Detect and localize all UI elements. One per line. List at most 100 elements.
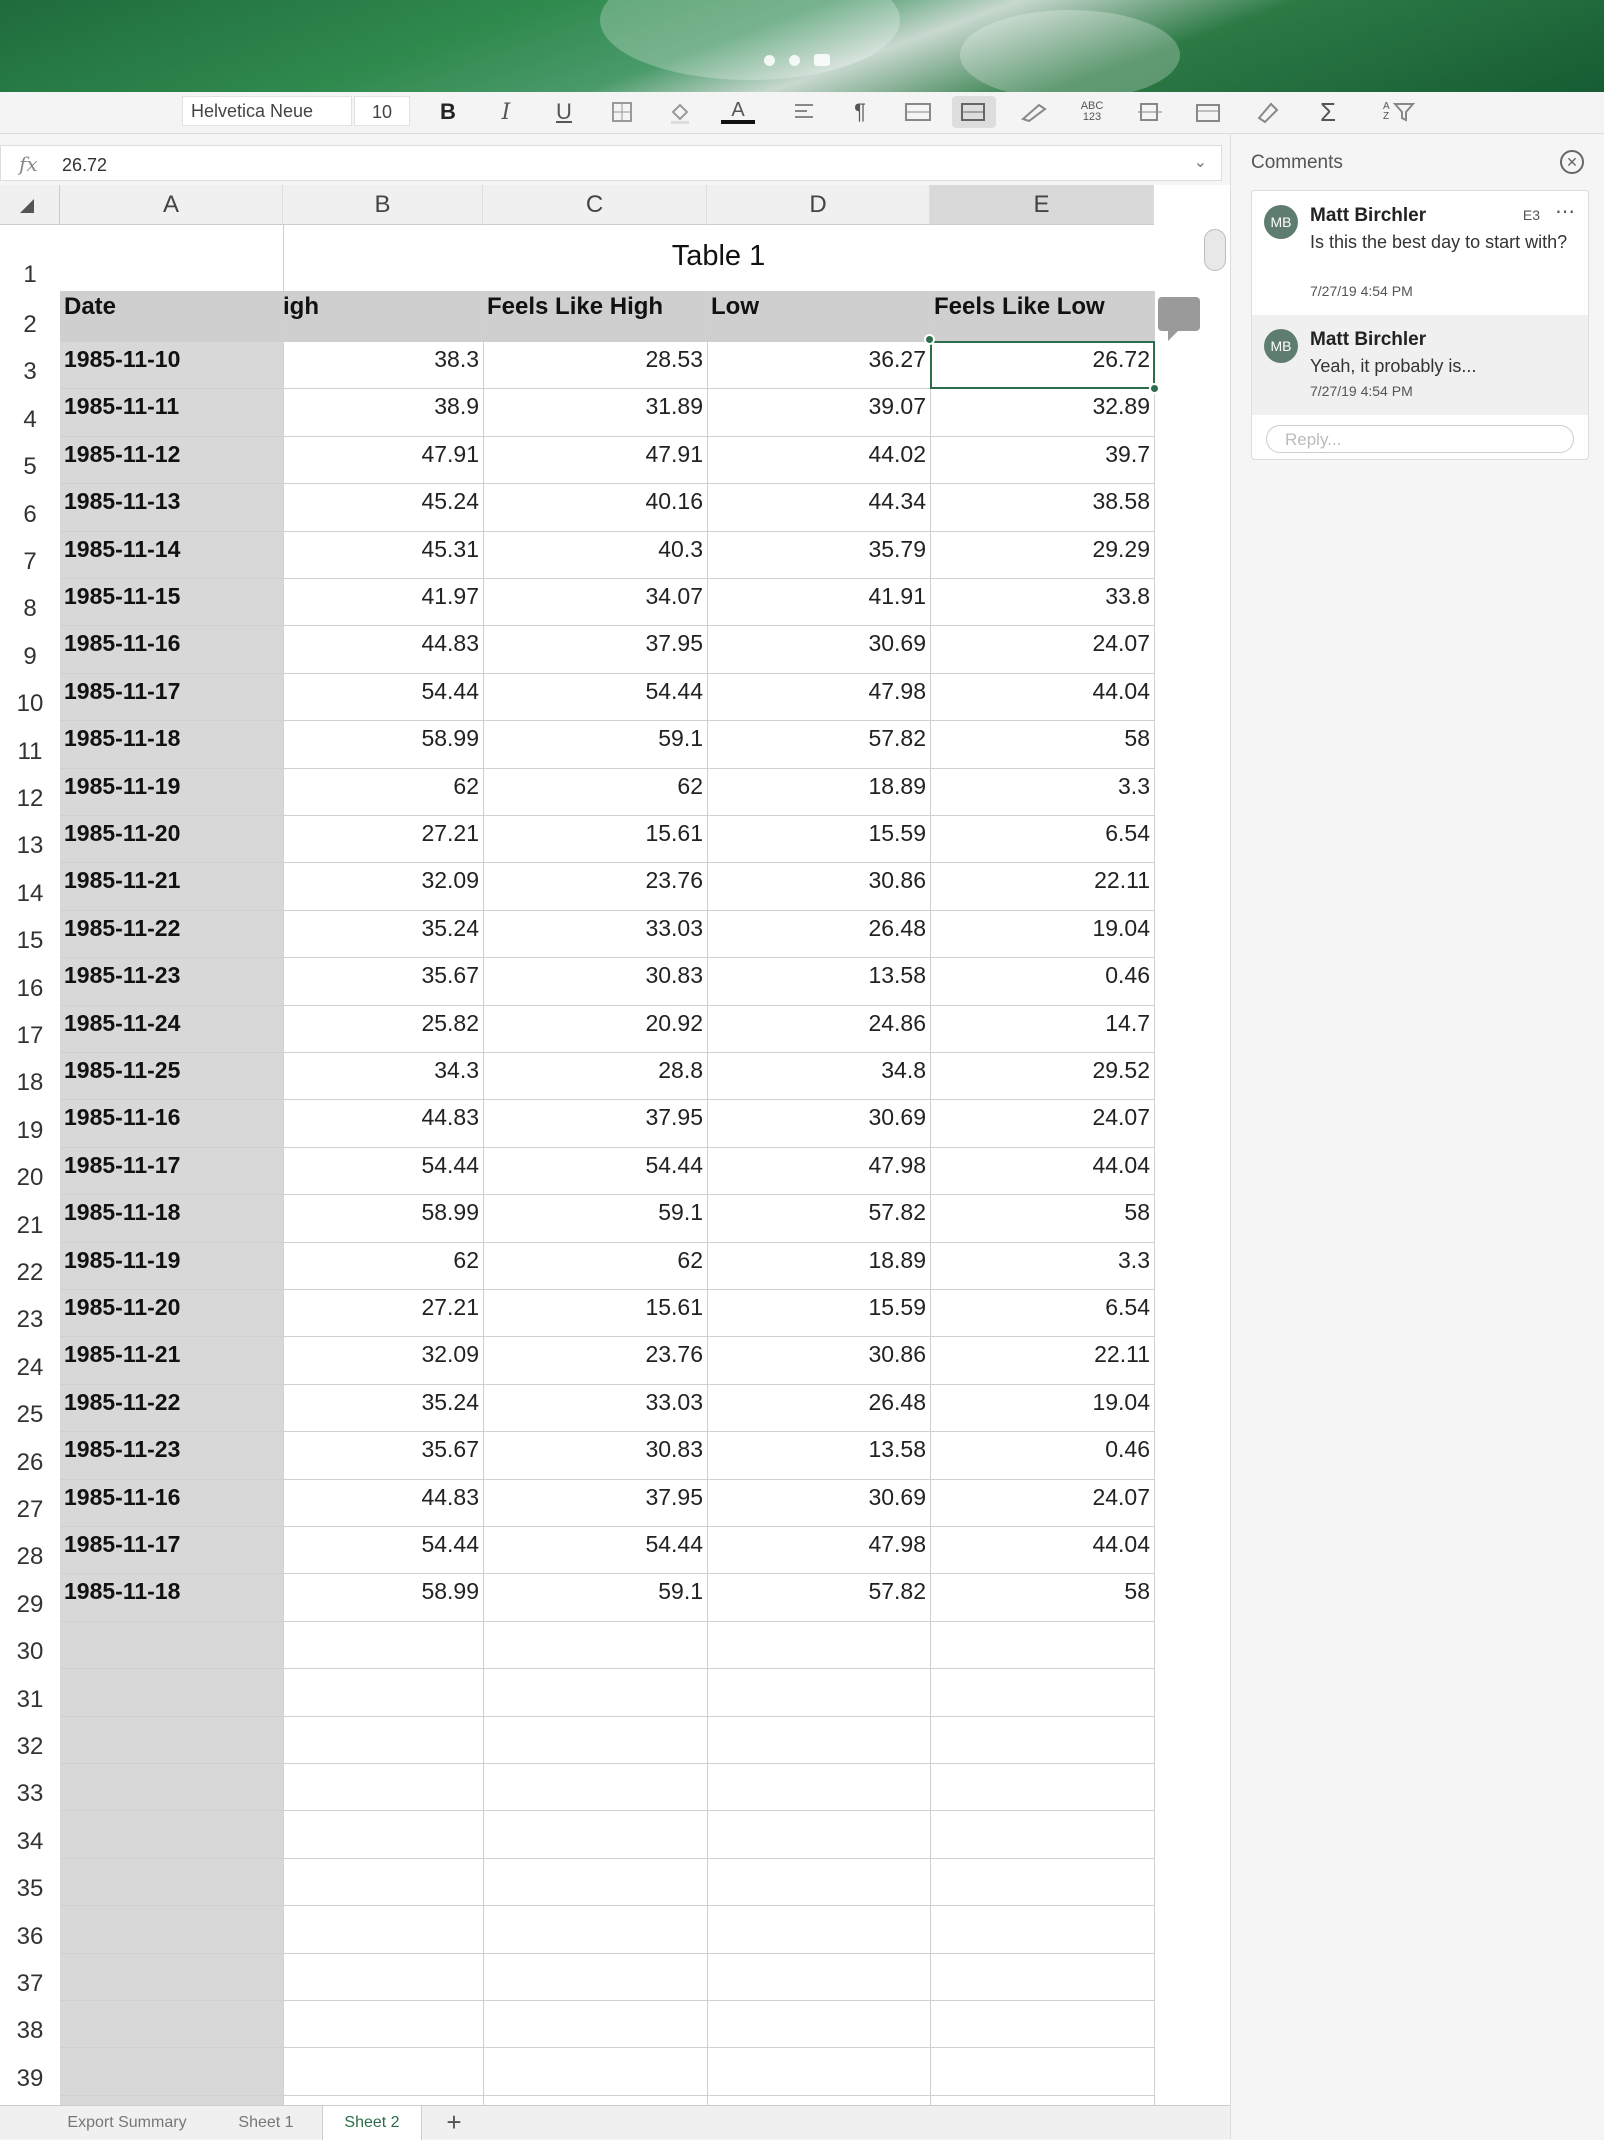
value-cell[interactable]: 24.86 bbox=[868, 1009, 926, 1036]
clear-button[interactable] bbox=[1244, 96, 1288, 128]
tab-sheet-1[interactable]: Sheet 1 bbox=[238, 2114, 294, 2131]
row-number[interactable]: 4 bbox=[23, 405, 37, 433]
value-cell[interactable]: 44.83 bbox=[421, 630, 479, 657]
date-cell[interactable]: 1985-11-19 bbox=[64, 1246, 181, 1273]
formula-value[interactable]: 26.72 bbox=[62, 155, 108, 175]
date-cell[interactable]: 1985-11-16 bbox=[64, 1104, 181, 1131]
value-cell[interactable]: 44.83 bbox=[421, 1483, 479, 1510]
value-cell[interactable]: 25.82 bbox=[421, 1009, 479, 1036]
font-size-field[interactable]: 10 bbox=[354, 96, 410, 126]
date-cell[interactable]: 1985-11-11 bbox=[64, 393, 180, 420]
value-cell[interactable]: 62 bbox=[677, 772, 703, 799]
value-cell[interactable]: 14.7 bbox=[1105, 1009, 1150, 1036]
value-cell[interactable]: 24.07 bbox=[1092, 1104, 1150, 1131]
fill-color-button[interactable] bbox=[658, 96, 702, 128]
date-cell[interactable]: 1985-11-17 bbox=[64, 1151, 181, 1178]
row-number[interactable]: 24 bbox=[16, 1353, 44, 1381]
value-cell[interactable]: 47.98 bbox=[868, 1151, 926, 1178]
row-number[interactable]: 35 bbox=[16, 1875, 44, 1903]
row-number[interactable]: 7 bbox=[23, 548, 37, 575]
value-cell[interactable]: 62 bbox=[453, 1246, 479, 1273]
value-cell[interactable]: 3.3 bbox=[1118, 772, 1150, 799]
value-cell[interactable]: 34.3 bbox=[434, 1057, 479, 1083]
value-cell[interactable]: 37.95 bbox=[645, 630, 703, 657]
borders-button[interactable] bbox=[600, 96, 644, 128]
merge-cells-button[interactable] bbox=[1186, 96, 1230, 128]
value-cell[interactable]: 23.76 bbox=[645, 867, 703, 894]
value-cell[interactable]: 26.48 bbox=[868, 1388, 926, 1415]
align-button[interactable] bbox=[782, 96, 826, 128]
value-cell[interactable]: 34.07 bbox=[645, 583, 703, 609]
row-number[interactable]: 8 bbox=[23, 595, 37, 623]
value-cell[interactable]: 26.48 bbox=[868, 914, 926, 941]
row-number[interactable]: 12 bbox=[16, 785, 44, 812]
value-cell[interactable]: 40.3 bbox=[658, 535, 703, 562]
row-number[interactable]: 18 bbox=[16, 1069, 44, 1097]
date-cell[interactable]: 1985-11-22 bbox=[64, 1388, 181, 1415]
comment-item[interactable]: MB Matt Birchler E3 ⋯ Is this the best d… bbox=[1252, 191, 1588, 313]
value-cell[interactable]: 15.61 bbox=[645, 820, 703, 846]
value-cell[interactable]: 6.54 bbox=[1105, 1294, 1150, 1320]
column-header-b[interactable]: B bbox=[283, 185, 483, 225]
row-number[interactable]: 13 bbox=[16, 832, 44, 860]
number-format-button[interactable]: ABC 123 bbox=[1080, 100, 1104, 123]
value-cell[interactable]: 30.86 bbox=[868, 867, 926, 894]
row-number[interactable]: 25 bbox=[16, 1401, 44, 1429]
value-cell[interactable]: 54.44 bbox=[421, 677, 479, 704]
row-number[interactable]: 34 bbox=[16, 1827, 44, 1855]
tab-sheet-2[interactable]: Sheet 2 bbox=[322, 2106, 422, 2140]
date-cell[interactable]: 1985-11-22 bbox=[64, 914, 181, 941]
value-cell[interactable]: 62 bbox=[677, 1246, 703, 1273]
value-cell[interactable]: 33.03 bbox=[645, 1388, 703, 1415]
row-number[interactable]: 27 bbox=[16, 1496, 44, 1523]
row-number[interactable]: 31 bbox=[16, 1685, 44, 1713]
value-cell[interactable]: 58.99 bbox=[421, 1578, 479, 1605]
value-cell[interactable]: 44.02 bbox=[868, 440, 926, 467]
value-cell[interactable]: 28.53 bbox=[645, 346, 703, 372]
value-cell[interactable]: 57.82 bbox=[868, 1199, 926, 1226]
value-cell[interactable]: 19.04 bbox=[1092, 1388, 1150, 1415]
row-number[interactable]: 33 bbox=[16, 1780, 44, 1808]
comment-item[interactable]: MB Matt Birchler Yeah, it probably is...… bbox=[1252, 315, 1588, 415]
value-cell[interactable]: 34.8 bbox=[881, 1057, 926, 1083]
value-cell[interactable]: 24.07 bbox=[1092, 630, 1150, 657]
value-cell[interactable]: 44.83 bbox=[421, 1104, 479, 1131]
date-cell[interactable]: 1985-11-16 bbox=[64, 630, 181, 657]
row-number[interactable]: 14 bbox=[16, 879, 44, 907]
value-cell[interactable]: 19.04 bbox=[1092, 914, 1150, 941]
row-number[interactable]: 23 bbox=[16, 1306, 44, 1334]
value-cell[interactable]: 30.86 bbox=[868, 1341, 926, 1368]
row-number[interactable]: 2 bbox=[23, 311, 37, 338]
value-cell[interactable]: 30.69 bbox=[868, 1483, 926, 1510]
value-cell[interactable]: 0.46 bbox=[1105, 1436, 1150, 1463]
value-cell[interactable]: 59.1 bbox=[658, 725, 703, 752]
row-number[interactable]: 20 bbox=[16, 1164, 44, 1192]
sort-filter-button[interactable]: A Z bbox=[1372, 96, 1426, 128]
row-number[interactable]: 22 bbox=[16, 1259, 44, 1286]
date-cell[interactable]: 1985-11-12 bbox=[64, 440, 181, 467]
row-number[interactable]: 26 bbox=[16, 1448, 44, 1476]
value-cell[interactable]: 23.76 bbox=[645, 1341, 703, 1368]
value-cell[interactable]: 38.58 bbox=[1092, 488, 1150, 515]
value-cell[interactable]: 62 bbox=[453, 772, 479, 799]
column-header-c[interactable]: C bbox=[483, 185, 707, 225]
value-cell[interactable]: 22.11 bbox=[1094, 1341, 1150, 1368]
row-number[interactable]: 39 bbox=[16, 2064, 44, 2092]
value-cell[interactable]: 41.97 bbox=[421, 583, 479, 609]
value-cell[interactable]: 27.21 bbox=[421, 820, 479, 846]
value-cell[interactable]: 47.91 bbox=[421, 440, 479, 467]
font-name-field[interactable]: Helvetica Neue bbox=[182, 96, 352, 126]
date-cell[interactable]: 1985-11-17 bbox=[64, 677, 181, 704]
row-number[interactable]: 37 bbox=[16, 1970, 44, 1997]
column-header-a[interactable]: A bbox=[60, 185, 283, 225]
value-cell[interactable]: 32.09 bbox=[421, 867, 479, 894]
value-cell[interactable]: 58.99 bbox=[421, 1199, 479, 1226]
date-cell[interactable]: 1985-11-18 bbox=[64, 1578, 181, 1605]
value-cell[interactable]: 41.91 bbox=[868, 583, 926, 609]
close-icon[interactable]: ✕ bbox=[1560, 150, 1584, 174]
row-number[interactable]: 3 bbox=[23, 358, 37, 386]
value-cell[interactable]: 54.44 bbox=[645, 677, 703, 704]
date-cell[interactable]: 1985-11-18 bbox=[64, 1199, 181, 1226]
value-cell[interactable]: 28.8 bbox=[658, 1057, 703, 1083]
value-cell[interactable]: 35.24 bbox=[421, 1388, 479, 1415]
